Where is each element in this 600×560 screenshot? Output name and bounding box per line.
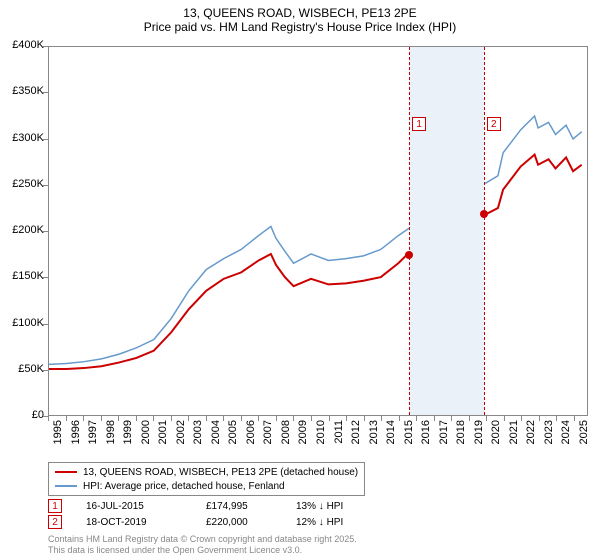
chart-title: 13, QUEENS ROAD, WISBECH, PE13 2PE Price… [0, 0, 600, 34]
y-tick-label: £400K [2, 39, 44, 51]
sale-marker-box: 1 [412, 117, 426, 131]
sales-hpi: 13% ↓ HPI [296, 501, 386, 512]
title-line-2: Price paid vs. HM Land Registry's House … [0, 20, 600, 34]
legend-item: 13, QUEENS ROAD, WISBECH, PE13 2PE (deta… [55, 465, 358, 479]
sale-marker-box: 2 [487, 117, 501, 131]
legend-label: 13, QUEENS ROAD, WISBECH, PE13 2PE (deta… [83, 467, 358, 478]
plot-area: 12 [48, 46, 588, 416]
sales-row: 1 16-JUL-2015£174,99513% ↓ HPI [48, 498, 386, 514]
x-tick-label: 2023 [543, 420, 555, 454]
sales-price: £174,995 [206, 501, 296, 512]
x-tick-label: 1995 [52, 420, 64, 454]
sale-dot [480, 210, 488, 218]
sales-date: 16-JUL-2015 [86, 501, 206, 512]
series-line [49, 155, 582, 369]
sale-dot [405, 251, 413, 259]
y-tick-label: £0 [2, 409, 44, 421]
sales-price: £220,000 [206, 517, 296, 528]
sale-vline [409, 47, 410, 415]
x-tick-label: 1997 [87, 420, 99, 454]
x-tick-label: 2007 [262, 420, 274, 454]
x-tick-label: 2017 [438, 420, 450, 454]
legend-box: 13, QUEENS ROAD, WISBECH, PE13 2PE (deta… [48, 462, 365, 496]
y-tick-label: £300K [2, 132, 44, 144]
x-tick-label: 2005 [227, 420, 239, 454]
highlight-band [409, 47, 484, 415]
x-tick-label: 2018 [455, 420, 467, 454]
x-tick-label: 2006 [245, 420, 257, 454]
x-tick-label: 1999 [122, 420, 134, 454]
x-tick-label: 2016 [420, 420, 432, 454]
x-tick-label: 2025 [578, 420, 590, 454]
y-tick-label: £150K [2, 270, 44, 282]
x-tick-label: 2009 [297, 420, 309, 454]
footer-line-1: Contains HM Land Registry data © Crown c… [48, 534, 357, 545]
x-tick-label: 2019 [473, 420, 485, 454]
y-tick-label: £250K [2, 178, 44, 190]
footer-attribution: Contains HM Land Registry data © Crown c… [48, 534, 357, 556]
sales-marker: 2 [48, 515, 62, 529]
legend-swatch [55, 485, 77, 487]
sales-row: 2 18-OCT-2019£220,00012% ↓ HPI [48, 514, 386, 530]
line-chart-svg [49, 47, 587, 415]
series-line [49, 116, 582, 364]
x-tick-label: 2003 [192, 420, 204, 454]
x-tick-label: 2010 [315, 420, 327, 454]
y-tick-label: £200K [2, 224, 44, 236]
footer-line-2: This data is licensed under the Open Gov… [48, 545, 357, 556]
sales-date: 18-OCT-2019 [86, 517, 206, 528]
x-tick-label: 2001 [157, 420, 169, 454]
chart-container: 13, QUEENS ROAD, WISBECH, PE13 2PE Price… [0, 0, 600, 560]
legend-label: HPI: Average price, detached house, Fenl… [83, 481, 285, 492]
legend-swatch [55, 471, 77, 473]
x-tick-label: 2002 [175, 420, 187, 454]
x-tick-label: 2000 [140, 420, 152, 454]
x-tick-label: 2022 [525, 420, 537, 454]
x-tick-label: 2020 [490, 420, 502, 454]
title-line-1: 13, QUEENS ROAD, WISBECH, PE13 2PE [0, 6, 600, 20]
legend-item: HPI: Average price, detached house, Fenl… [55, 479, 358, 493]
y-tick-label: £50K [2, 363, 44, 375]
x-tick-label: 2021 [508, 420, 520, 454]
y-tick-label: £350K [2, 85, 44, 97]
x-tick-label: 2012 [350, 420, 362, 454]
x-tick-label: 2013 [368, 420, 380, 454]
x-tick-label: 2014 [385, 420, 397, 454]
sales-hpi: 12% ↓ HPI [296, 517, 386, 528]
x-tick-label: 2008 [280, 420, 292, 454]
sales-marker: 1 [48, 499, 62, 513]
sale-vline [484, 47, 485, 415]
x-tick-label: 2011 [333, 420, 345, 454]
x-tick-label: 2015 [403, 420, 415, 454]
x-tick-label: 2004 [210, 420, 222, 454]
y-tick-label: £100K [2, 317, 44, 329]
sales-table: 1 16-JUL-2015£174,99513% ↓ HPI 2 18-OCT-201… [48, 498, 386, 530]
x-tick-label: 2024 [560, 420, 572, 454]
x-tick-label: 1996 [70, 420, 82, 454]
x-tick-label: 1998 [105, 420, 117, 454]
